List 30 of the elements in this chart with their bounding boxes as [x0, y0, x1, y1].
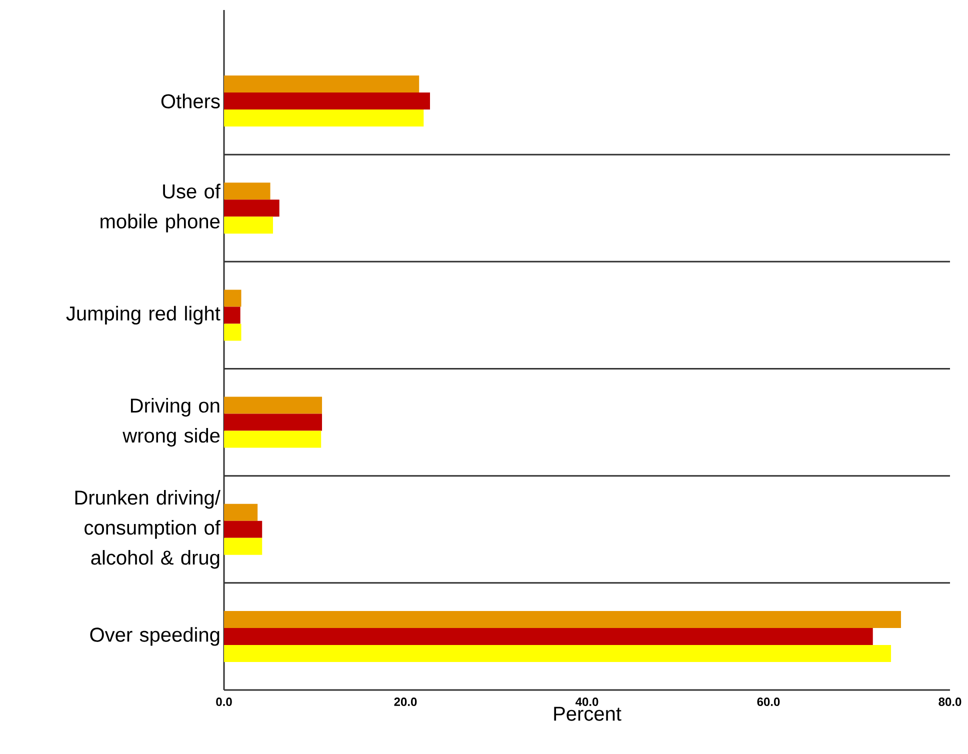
x-tick-label: 0.0 [216, 698, 232, 706]
bar [224, 76, 420, 93]
y-tick-label: Others [161, 94, 220, 108]
bar [224, 92, 430, 110]
bar [224, 628, 873, 645]
bar [224, 610, 901, 628]
bar [224, 644, 892, 662]
bar [224, 216, 274, 234]
x-tick-label: 60.0 [757, 698, 780, 706]
bar [224, 200, 280, 217]
bar [224, 520, 262, 538]
bar [224, 538, 262, 555]
y-tick-label: Over speeding [90, 627, 220, 646]
bar [224, 306, 240, 324]
bar [224, 182, 270, 200]
bar [224, 290, 242, 307]
x-tick-label: 80.0 [938, 698, 962, 706]
bar [224, 430, 322, 448]
y-tick-label: Driving on wrong side [122, 398, 220, 447]
bar [224, 396, 322, 414]
y-tick-label: Use of mobile phone [100, 184, 220, 232]
bar [224, 414, 322, 431]
bar [224, 324, 242, 341]
y-tick-label: Jumping red light [66, 306, 220, 325]
x-tick-label: 20.0 [394, 698, 417, 706]
y-tick-label: Drunken driving/ consumption of alcohol & drug [75, 490, 220, 569]
x-tick-label: 40.0 [576, 698, 598, 706]
bar [224, 110, 424, 127]
x-axis-title: Percent [554, 706, 622, 721]
bar [224, 504, 258, 521]
